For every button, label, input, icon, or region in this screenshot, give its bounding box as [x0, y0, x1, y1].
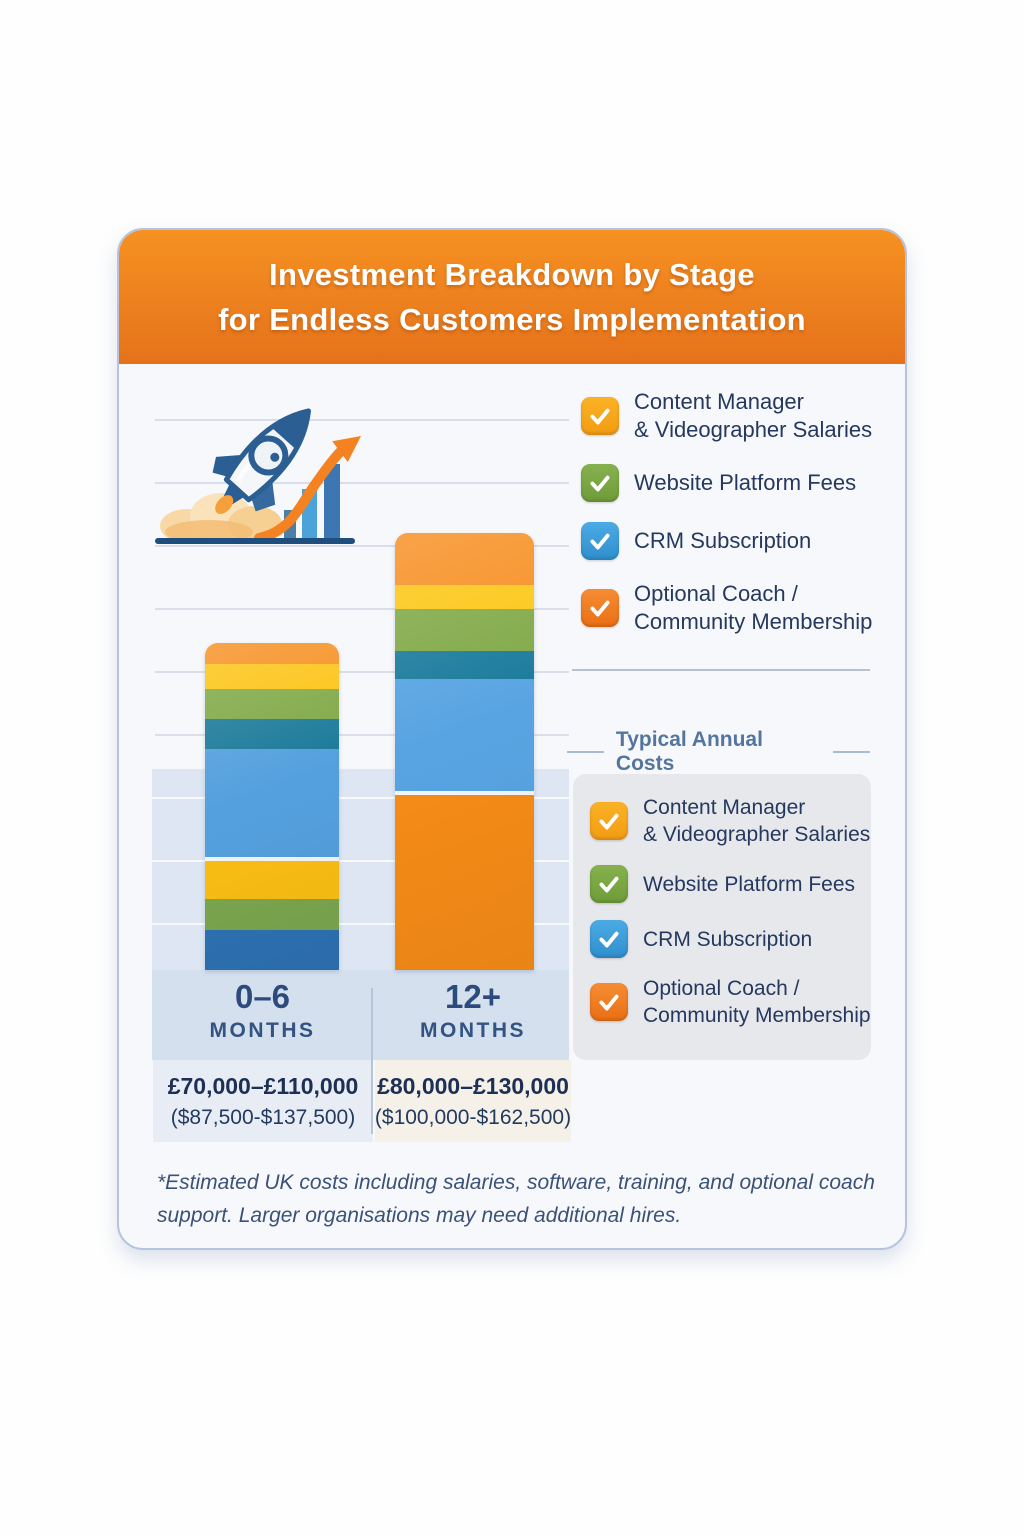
legend-item: Content Manager & Videographer Salaries: [581, 388, 881, 444]
gridline: [155, 734, 569, 736]
bar-segment-separator: [395, 791, 534, 795]
legend-top: Content Manager & Videographer Salaries We…: [581, 388, 881, 656]
gridline: [155, 419, 569, 421]
period-unit: MONTHS: [420, 1019, 526, 1042]
gbp-range: £70,000–£110,000: [167, 1073, 359, 1099]
check-icon: [590, 802, 628, 840]
title-rule-left: [567, 751, 604, 753]
bar-segment-blue-bottom: [205, 930, 339, 970]
bar-segment-yellow-upper: [395, 585, 534, 609]
footnote-line-1: *Estimated UK costs including salaries, …: [157, 1171, 875, 1194]
gridline: [152, 860, 569, 862]
usd-range: ($87,500-$137,500): [170, 1106, 356, 1129]
usd-range: ($100,000-$162,500): [374, 1106, 572, 1129]
legend-item-label: CRM Subscription: [634, 528, 812, 553]
bar-segment-yellow-lower: [205, 861, 339, 899]
x-label-12-plus-months: 12+ MONTHS: [375, 978, 571, 1043]
footnote-line-2: support. Larger organisations may need a…: [157, 1204, 682, 1227]
legend-item: CRM Subscription: [590, 920, 871, 958]
title-rule-right: [833, 751, 871, 753]
column-divider: [371, 988, 373, 1134]
mini-bar-chart-icon: [284, 464, 340, 538]
gridline: [155, 482, 569, 484]
check-icon: [581, 522, 619, 560]
legend-item-label: Website Platform Fees: [634, 470, 857, 495]
rocket-icon: [212, 408, 311, 514]
legend-item-label: Optional Coach / Community Membership: [634, 581, 873, 634]
gridline: [155, 545, 569, 547]
legend-item-label: CRM Subscription: [643, 927, 813, 951]
legend-bottom: Content Manager & Videographer Salaries We…: [590, 794, 871, 1029]
legend-item: Content Manager & Videographer Salaries: [590, 794, 871, 848]
gbp-range: £80,000–£130,000: [377, 1073, 569, 1099]
legend-item: Optional Coach / Community Membership: [581, 580, 881, 636]
check-icon: [581, 397, 619, 435]
baseline: [155, 538, 355, 544]
period-text: 12+: [445, 978, 501, 1015]
legend-item-label: Website Platform Fees: [643, 872, 856, 896]
x-label-0-6-months: 0–6 MONTHS: [153, 978, 372, 1043]
stacked-bar-12-plus-months: [395, 533, 534, 970]
stacked-bar-0-6-months: [205, 643, 339, 970]
bar-segment-light-blue: [205, 749, 339, 857]
footnote: *Estimated UK costs including salaries, …: [157, 1166, 877, 1232]
bar-segment-green-upper: [395, 609, 534, 651]
legend-item: Website Platform Fees: [590, 865, 871, 903]
bar-segment-yellow-upper: [205, 664, 339, 689]
bar-segment-light-blue: [395, 679, 534, 791]
gridline: [152, 797, 569, 799]
check-icon: [581, 464, 619, 502]
bar-segment-orange-top: [205, 643, 339, 664]
legend-item: Optional Coach / Community Membership: [590, 975, 871, 1029]
bar-segment-teal: [205, 719, 339, 749]
growth-arrow-icon: [254, 436, 361, 543]
x-axis-label-band: [152, 970, 569, 1060]
title-line-2: for Endless Customers Implementation: [218, 302, 806, 337]
header-banner: Investment Breakdown by Stage for Endles…: [119, 230, 905, 364]
cost-range-12-plus: £80,000–£130,000 ($100,000-$162,500): [369, 1072, 577, 1131]
rocket-growth-illustration: [155, 408, 361, 544]
legend-item-label: Optional Coach / Community Membership: [643, 977, 871, 1027]
cost-panel-12plus: [375, 1060, 571, 1142]
period-unit: MONTHS: [209, 1019, 316, 1042]
check-icon: [590, 983, 628, 1021]
check-icon: [590, 920, 628, 958]
annual-costs-title-text: Typical Annual Costs: [615, 728, 763, 775]
cost-panel-0-6: [153, 1060, 373, 1142]
legend-item-label: Content Manager & Videographer Salaries: [643, 796, 871, 846]
bar-segment-green-lower: [205, 899, 339, 930]
gridline: [155, 608, 569, 610]
gridline: [152, 923, 569, 925]
period-text: 0–6: [234, 978, 291, 1015]
legend-item-label: Content Manager & Videographer Salaries: [634, 389, 873, 442]
legend-divider: [572, 669, 870, 671]
annual-costs-title: Typical Annual Costs: [567, 728, 871, 776]
check-icon: [581, 589, 619, 627]
cost-range-0-6: £70,000–£110,000 ($87,500-$137,500): [149, 1072, 377, 1131]
bar-segment-green-upper: [205, 689, 339, 719]
gridline: [155, 671, 569, 673]
bar-segment-teal: [395, 651, 534, 679]
legend-item: CRM Subscription: [581, 522, 881, 560]
bar-segment-orange-top: [395, 533, 534, 585]
bar-segment-separator: [205, 857, 339, 861]
title-line-1: Investment Breakdown by Stage: [269, 257, 755, 292]
check-icon: [590, 865, 628, 903]
bar-segment-orange-bottom: [395, 795, 534, 970]
infographic-card: Investment Breakdown by Stage for Endles…: [117, 228, 907, 1250]
annual-costs-panel: Content Manager & Videographer Salaries We…: [573, 774, 871, 1060]
legend-item: Website Platform Fees: [581, 464, 881, 502]
